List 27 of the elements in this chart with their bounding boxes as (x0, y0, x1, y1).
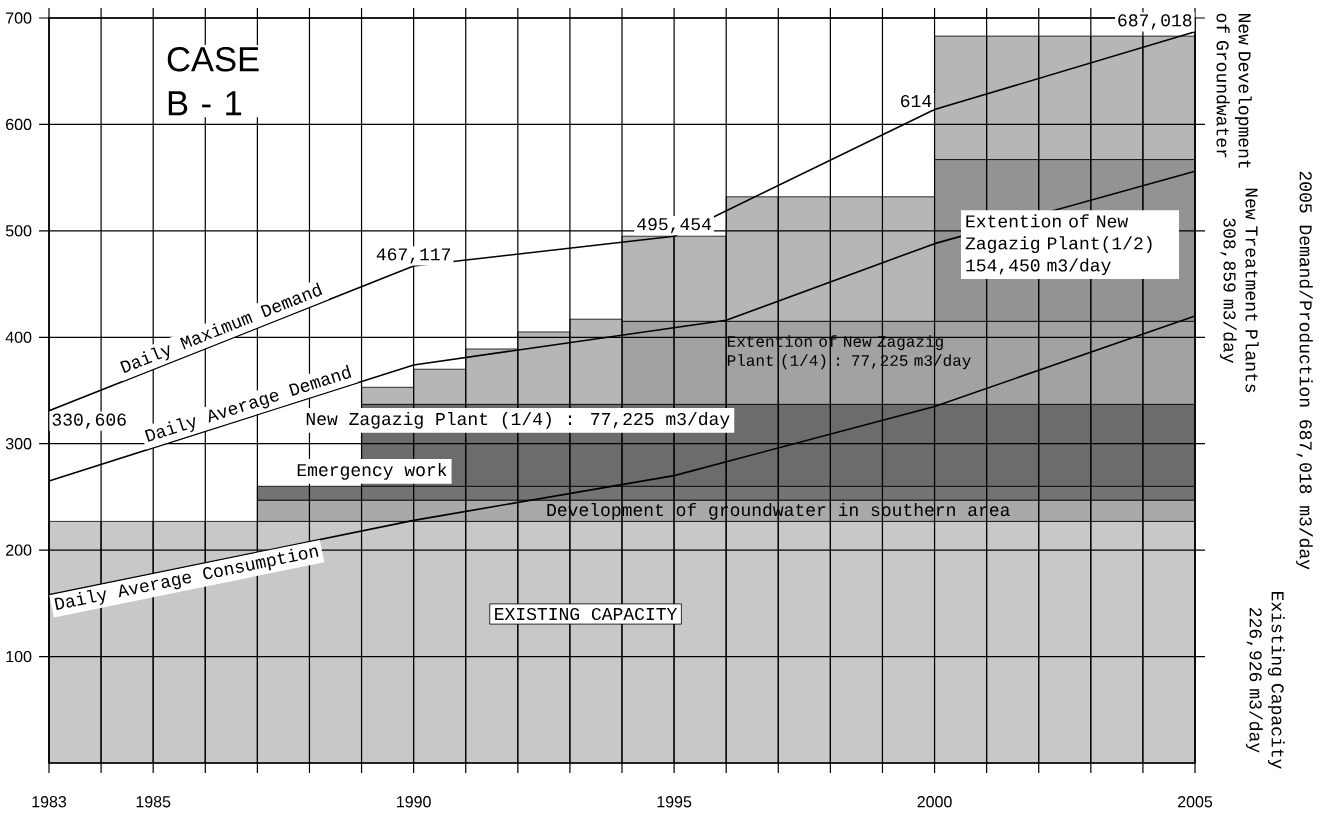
x-tick-label: 2005 (1178, 796, 1213, 808)
annotation: 687,018 (1118, 14, 1192, 30)
text: Existing Capacity 226,926 m3/day (1245, 591, 1285, 769)
y-tick-label: 200 (6, 544, 32, 556)
x-tick-label: 2000 (917, 796, 952, 808)
series-label: Emergency work (297, 462, 447, 480)
y-tick-label: 600 (6, 118, 32, 131)
y-tick-label: 400 (5, 331, 32, 343)
x-tick-label: 1985 (136, 796, 171, 808)
text: 2005 Demand/Production 687,018 m3/day (1296, 171, 1313, 570)
annotation: 330,606 (52, 413, 126, 429)
annotation: CASE B - 1 (167, 47, 259, 116)
series-label: EXISTING CAPACITY (495, 607, 678, 621)
y-tick-label: 700 (6, 12, 32, 24)
y-tick-label: 500 (5, 225, 32, 237)
series-label: New Zagazig Plant (1/4) : 77,225 m3/day (306, 411, 730, 429)
annotation: 495,454 (637, 218, 711, 234)
y-tick-label: 300 (5, 438, 32, 450)
text: New Treatment Plants 308,859 m3/day (1219, 188, 1259, 393)
x-tick-label: 1990 (397, 796, 431, 808)
x-tick-label: 1995 (657, 796, 692, 808)
x-tick-label: 1983 (32, 796, 67, 808)
legend-label: New Development of Groundwater (1216, 13, 1252, 168)
series-label: Extention of New Zagazig Plant(1/2) 154,450 m3/day (965, 214, 1152, 276)
y-tick-label: 100 (6, 650, 32, 663)
annotation: 467,117 (376, 248, 451, 264)
annotation: 614 (901, 94, 932, 108)
